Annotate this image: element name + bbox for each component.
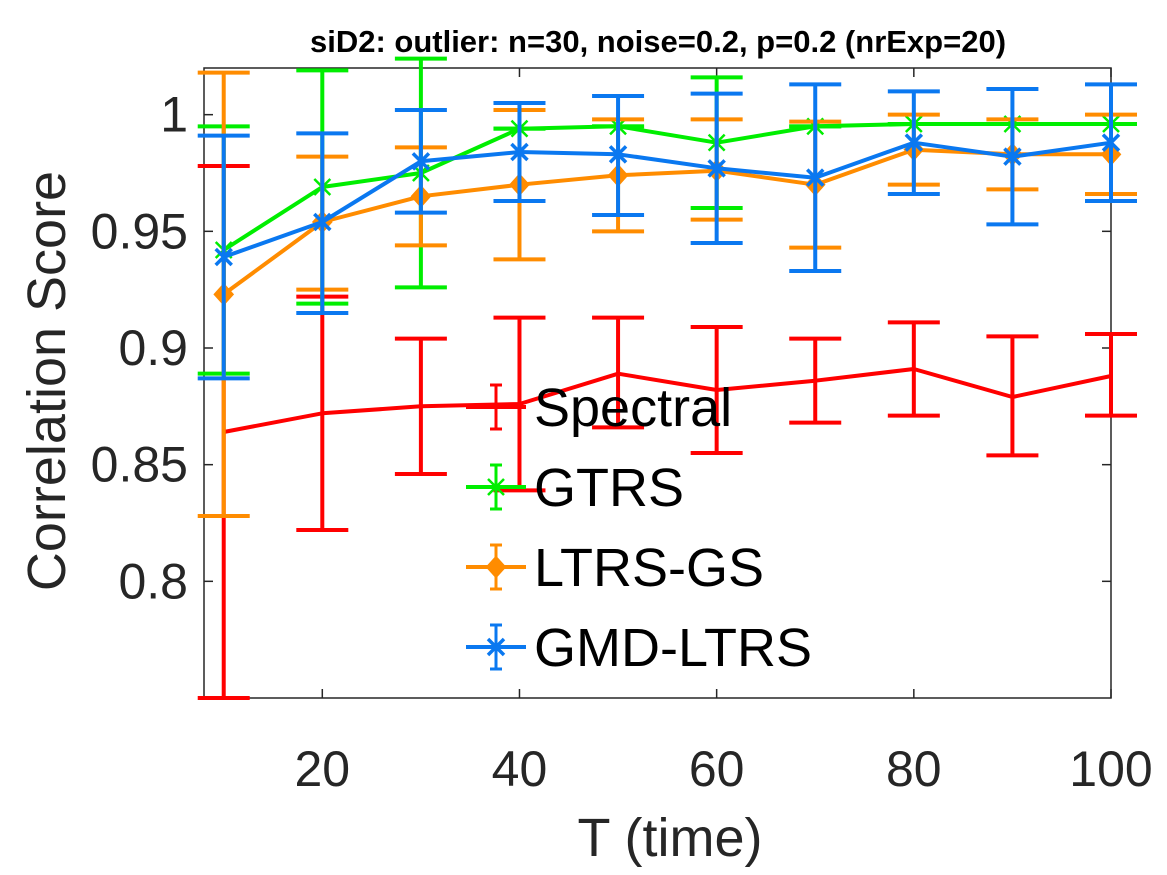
series-line bbox=[223, 140, 1112, 259]
x-axis: 20 40 60 80 100 bbox=[294, 68, 1153, 797]
chart-title: siD2: outlier: n=30, noise=0.2, p=0.2 (n… bbox=[310, 24, 1006, 59]
data-point-marker bbox=[313, 212, 332, 232]
x-tick-label: 20 bbox=[294, 741, 350, 797]
data-point-marker bbox=[904, 133, 924, 152]
legend-label: Spectral bbox=[534, 378, 732, 438]
y-tick-label: 0.8 bbox=[118, 553, 188, 609]
legend-item: GMD-LTRS bbox=[466, 618, 812, 678]
data-point-marker bbox=[510, 142, 529, 162]
series-line bbox=[223, 367, 1112, 434]
legend-label: GTRS bbox=[534, 458, 684, 518]
legend-label: LTRS-GS bbox=[534, 538, 764, 598]
legend-item: LTRS-GS bbox=[466, 538, 764, 598]
y-tick-label: 0.95 bbox=[91, 203, 188, 259]
y-tick-label: 0.85 bbox=[91, 437, 188, 493]
x-tick-label: 80 bbox=[886, 741, 942, 797]
data-point-marker bbox=[1101, 133, 1121, 152]
legend-item: Spectral bbox=[466, 378, 732, 438]
data-point-marker bbox=[608, 145, 628, 164]
x-tick-label: 40 bbox=[492, 741, 548, 797]
series-line bbox=[222, 122, 1111, 252]
data-point-marker bbox=[485, 555, 507, 579]
data-point-marker bbox=[486, 637, 506, 657]
y-axis-label: Correlation Score bbox=[17, 171, 77, 591]
data-point-marker bbox=[214, 247, 233, 267]
data-point-marker bbox=[1003, 147, 1022, 166]
legend-item: GTRS bbox=[466, 458, 684, 518]
data-point-marker bbox=[707, 159, 726, 178]
y-tick-label: 0.9 bbox=[118, 320, 188, 376]
data-series bbox=[197, 56, 1137, 700]
x-tick-label: 60 bbox=[689, 741, 745, 797]
series-line bbox=[222, 147, 1111, 296]
data-point-marker bbox=[487, 477, 505, 497]
x-tick-label: 100 bbox=[1069, 741, 1152, 797]
y-tick-label: 1 bbox=[160, 87, 188, 143]
data-point-marker bbox=[411, 152, 431, 171]
series-gmd-ltrs bbox=[197, 82, 1137, 381]
legend: Spectral GTRS LTRS-GS GMD-LTRS bbox=[466, 378, 812, 678]
x-axis-label: T (time) bbox=[578, 808, 763, 868]
data-point-marker bbox=[806, 168, 825, 187]
y-axis: 0.8 0.85 0.9 0.95 1 bbox=[91, 87, 1111, 609]
series-spectral bbox=[197, 164, 1137, 700]
legend-label: GMD-LTRS bbox=[534, 618, 812, 678]
